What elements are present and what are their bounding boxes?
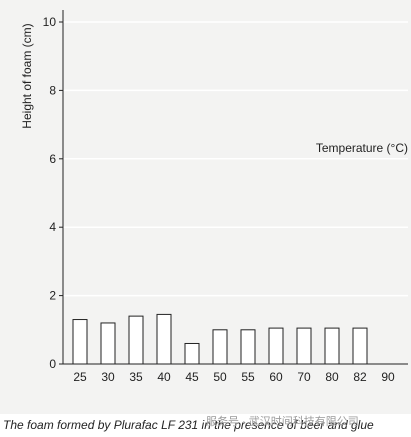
bar-40 (156, 313, 172, 365)
bar-35 (128, 315, 144, 365)
y-tick-label-6: 6 (49, 152, 56, 166)
bar-25 (72, 319, 88, 365)
x-tick-label-60: 60 (269, 370, 283, 384)
bar-chart: 0 2 4 6 8 10 25 30 35 40 45 50 55 60 70 80 82 90 Height o… (20, 10, 408, 384)
x-tick-label-80: 80 (325, 370, 339, 384)
x-tick-label-90: 90 (381, 370, 395, 384)
x-tick-label-55: 55 (241, 370, 255, 384)
bar-30 (100, 322, 116, 365)
watermark: 服务号 · 武汉时间科技有限公司 (206, 416, 359, 428)
y-tick-label-0: 0 (49, 357, 56, 371)
grid-lines (63, 21, 408, 297)
bar-45 (184, 342, 200, 365)
x-tick-label-25: 25 (73, 370, 87, 384)
bar-55 (240, 329, 256, 365)
figure-caption: The foam formed by Plurafac LF 231 in th… (3, 418, 374, 432)
x-tick-label-45: 45 (185, 370, 199, 384)
x-axis-label: Temperature (°C) (316, 141, 408, 155)
x-tick-label-82: 82 (353, 370, 367, 384)
x-tick-label-35: 35 (129, 370, 143, 384)
bar-60 (268, 327, 284, 365)
x-tick-label-50: 50 (213, 370, 227, 384)
bar-70 (296, 327, 312, 365)
bar-82 (352, 327, 368, 365)
y-tick-label-2: 2 (49, 289, 56, 303)
x-tick-label-30: 30 (101, 370, 115, 384)
chart-panel: 0 2 4 6 8 10 25 30 35 40 45 50 55 60 70 80 82 90 Height o… (0, 0, 411, 414)
x-tick-label-70: 70 (297, 370, 311, 384)
axes (62, 10, 408, 365)
tick-labels: 0 2 4 6 8 10 25 30 35 40 45 50 55 60 70 80 82 90 (43, 15, 395, 384)
y-tick-label-10: 10 (43, 15, 57, 29)
bar-50 (212, 329, 228, 365)
x-tick-label-40: 40 (157, 370, 171, 384)
y-tick-label-4: 4 (49, 220, 56, 234)
bar-80 (324, 327, 340, 365)
y-tick-label-8: 8 (49, 83, 56, 97)
bars (72, 313, 368, 365)
y-axis-label: Height of foam (cm) (20, 23, 34, 128)
